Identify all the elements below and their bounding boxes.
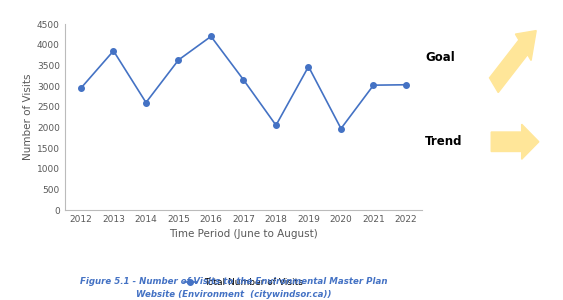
FancyArrow shape [489, 31, 536, 92]
Legend: Total Number of Visits: Total Number of Visits [180, 275, 307, 291]
FancyArrow shape [491, 124, 539, 159]
Text: Figure 5.1 - Number of Visits to the Environmental Master Plan
Website (Environm: Figure 5.1 - Number of Visits to the Env… [80, 278, 387, 299]
Y-axis label: Number of Visits: Number of Visits [23, 74, 33, 160]
X-axis label: Time Period (June to August): Time Period (June to August) [169, 230, 318, 239]
Text: Goal: Goal [425, 51, 455, 64]
Text: Trend: Trend [425, 135, 463, 148]
